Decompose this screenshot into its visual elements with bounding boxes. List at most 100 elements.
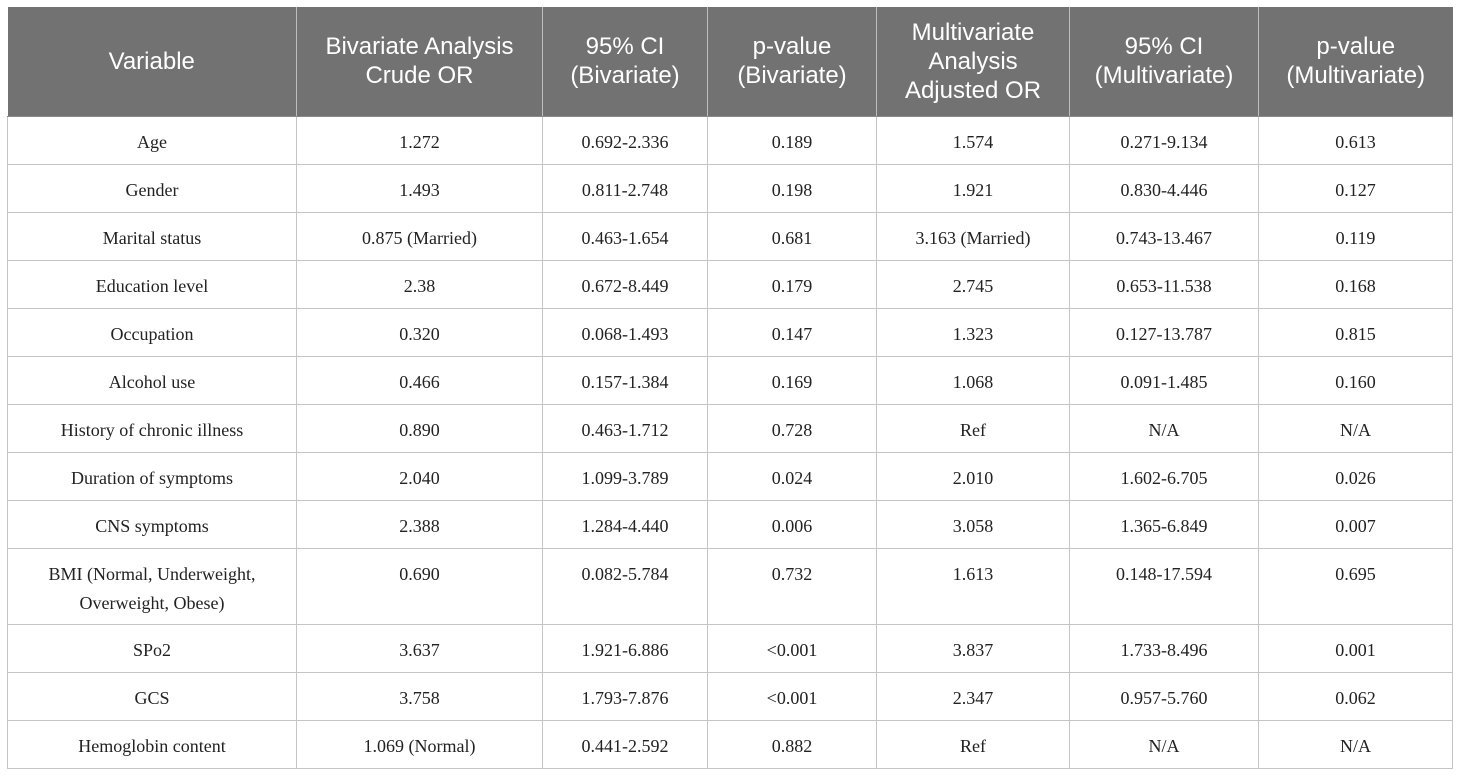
cell-ci-bivariate: 0.463-1.654 — [542, 211, 708, 261]
cell-variable: BMI (Normal, Underweight, Overweight, Ob… — [7, 547, 297, 625]
table-row: GCS 3.758 1.793-7.876 <0.001 2.347 0.957… — [7, 671, 1453, 721]
cell-p-bivariate: 0.198 — [707, 163, 877, 213]
cell-variable: GCS — [7, 671, 297, 721]
cell-crude-or: 0.320 — [296, 307, 543, 357]
cell-p-multivariate: 0.613 — [1258, 115, 1453, 165]
cell-ci-multivariate: 0.653-11.538 — [1069, 259, 1259, 309]
table-row: Alcohol use 0.466 0.157-1.384 0.169 1.06… — [7, 355, 1453, 405]
cell-adjusted-or: 3.163 (Married) — [876, 211, 1070, 261]
table-row: Gender 1.493 0.811-2.748 0.198 1.921 0.8… — [7, 163, 1453, 213]
cell-ci-bivariate: 0.082-5.784 — [542, 547, 708, 625]
cell-ci-multivariate: 1.602-6.705 — [1069, 451, 1259, 501]
regression-table: Variable Bivariate Analysis Crude OR 95%… — [7, 7, 1453, 769]
cell-adjusted-or: Ref — [876, 403, 1070, 453]
cell-variable: Hemoglobin content — [7, 719, 297, 769]
header-ci-bivariate: 95% CI (Bivariate) — [542, 7, 708, 117]
cell-ci-multivariate: 0.271-9.134 — [1069, 115, 1259, 165]
table-row: Occupation 0.320 0.068-1.493 0.147 1.323… — [7, 307, 1453, 357]
cell-p-multivariate: 0.001 — [1258, 623, 1453, 673]
cell-adjusted-or: 2.010 — [876, 451, 1070, 501]
cell-variable: Gender — [7, 163, 297, 213]
cell-ci-multivariate: 0.830-4.446 — [1069, 163, 1259, 213]
cell-variable: SPo2 — [7, 623, 297, 673]
cell-adjusted-or: 1.323 — [876, 307, 1070, 357]
cell-ci-bivariate: 0.811-2.748 — [542, 163, 708, 213]
cell-crude-or: 2.38 — [296, 259, 543, 309]
cell-p-multivariate: 0.168 — [1258, 259, 1453, 309]
cell-adjusted-or: 3.058 — [876, 499, 1070, 549]
header-variable: Variable — [7, 7, 297, 117]
cell-p-bivariate: 0.006 — [707, 499, 877, 549]
cell-ci-bivariate: 0.672-8.449 — [542, 259, 708, 309]
cell-variable: Education level — [7, 259, 297, 309]
cell-adjusted-or: 2.347 — [876, 671, 1070, 721]
header-p-bivariate: p-value (Bivariate) — [707, 7, 877, 117]
table-row: Marital status 0.875 (Married) 0.463-1.6… — [7, 211, 1453, 261]
table-row: Age 1.272 0.692-2.336 0.189 1.574 0.271-… — [7, 115, 1453, 165]
cell-adjusted-or: 3.837 — [876, 623, 1070, 673]
header-p-multivariate: p-value (Multivariate) — [1258, 7, 1453, 117]
cell-p-bivariate: 0.169 — [707, 355, 877, 405]
cell-p-bivariate: 0.179 — [707, 259, 877, 309]
cell-adjusted-or: 1.068 — [876, 355, 1070, 405]
table-row: SPo2 3.637 1.921-6.886 <0.001 3.837 1.73… — [7, 623, 1453, 673]
cell-crude-or: 3.758 — [296, 671, 543, 721]
cell-variable: Occupation — [7, 307, 297, 357]
cell-p-bivariate: 0.189 — [707, 115, 877, 165]
cell-crude-or: 0.466 — [296, 355, 543, 405]
cell-ci-multivariate: 0.091-1.485 — [1069, 355, 1259, 405]
cell-ci-bivariate: 0.157-1.384 — [542, 355, 708, 405]
table-row: CNS symptoms 2.388 1.284-4.440 0.006 3.0… — [7, 499, 1453, 549]
cell-p-multivariate: 0.127 — [1258, 163, 1453, 213]
cell-adjusted-or: 1.613 — [876, 547, 1070, 625]
cell-ci-multivariate: 0.127-13.787 — [1069, 307, 1259, 357]
cell-p-multivariate: 0.062 — [1258, 671, 1453, 721]
cell-crude-or: 0.690 — [296, 547, 543, 625]
cell-ci-multivariate: 0.957-5.760 — [1069, 671, 1259, 721]
cell-crude-or: 2.040 — [296, 451, 543, 501]
cell-crude-or: 1.493 — [296, 163, 543, 213]
cell-p-bivariate: 0.732 — [707, 547, 877, 625]
cell-variable: CNS symptoms — [7, 499, 297, 549]
cell-ci-bivariate: 1.921-6.886 — [542, 623, 708, 673]
cell-adjusted-or: 1.574 — [876, 115, 1070, 165]
cell-adjusted-or: 2.745 — [876, 259, 1070, 309]
table-row: BMI (Normal, Underweight, Overweight, Ob… — [7, 547, 1453, 625]
cell-ci-bivariate: 0.463-1.712 — [542, 403, 708, 453]
cell-p-multivariate: N/A — [1258, 403, 1453, 453]
cell-p-multivariate: 0.026 — [1258, 451, 1453, 501]
cell-p-multivariate: 0.695 — [1258, 547, 1453, 625]
cell-ci-bivariate: 1.793-7.876 — [542, 671, 708, 721]
cell-ci-multivariate: 1.733-8.496 — [1069, 623, 1259, 673]
cell-p-multivariate: 0.815 — [1258, 307, 1453, 357]
cell-ci-bivariate: 1.284-4.440 — [542, 499, 708, 549]
cell-crude-or: 0.890 — [296, 403, 543, 453]
cell-variable: Age — [7, 115, 297, 165]
cell-p-multivariate: N/A — [1258, 719, 1453, 769]
cell-ci-multivariate: 1.365-6.849 — [1069, 499, 1259, 549]
cell-variable: Alcohol use — [7, 355, 297, 405]
cell-variable: Marital status — [7, 211, 297, 261]
cell-ci-bivariate: 0.692-2.336 — [542, 115, 708, 165]
header-adjusted-or: Multivariate Analysis Adjusted OR — [876, 7, 1070, 117]
cell-p-bivariate: <0.001 — [707, 623, 877, 673]
cell-crude-or: 2.388 — [296, 499, 543, 549]
cell-p-bivariate: 0.681 — [707, 211, 877, 261]
cell-p-bivariate: 0.024 — [707, 451, 877, 501]
cell-p-multivariate: 0.007 — [1258, 499, 1453, 549]
cell-variable: Duration of symptoms — [7, 451, 297, 501]
table-row: History of chronic illness 0.890 0.463-1… — [7, 403, 1453, 453]
cell-crude-or: 1.272 — [296, 115, 543, 165]
table-row: Duration of symptoms 2.040 1.099-3.789 0… — [7, 451, 1453, 501]
cell-ci-bivariate: 0.068-1.493 — [542, 307, 708, 357]
cell-ci-multivariate: 0.743-13.467 — [1069, 211, 1259, 261]
cell-crude-or: 3.637 — [296, 623, 543, 673]
header-crude-or: Bivariate Analysis Crude OR — [296, 7, 543, 117]
header-ci-multivariate: 95% CI (Multivariate) — [1069, 7, 1259, 117]
cell-ci-multivariate: 0.148-17.594 — [1069, 547, 1259, 625]
cell-p-bivariate: <0.001 — [707, 671, 877, 721]
cell-ci-bivariate: 0.441-2.592 — [542, 719, 708, 769]
cell-crude-or: 1.069 (Normal) — [296, 719, 543, 769]
table-row: Hemoglobin content 1.069 (Normal) 0.441-… — [7, 719, 1453, 769]
cell-ci-multivariate: N/A — [1069, 403, 1259, 453]
